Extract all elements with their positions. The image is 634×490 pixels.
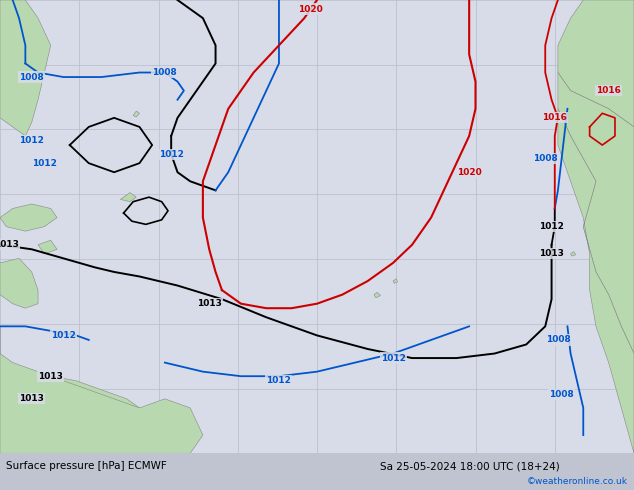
Text: 1012: 1012	[266, 376, 292, 385]
Text: 1013: 1013	[539, 249, 564, 258]
Polygon shape	[558, 73, 634, 354]
Text: 1012: 1012	[539, 222, 564, 231]
Polygon shape	[133, 111, 139, 117]
Text: 1013: 1013	[38, 372, 63, 381]
Text: 1008: 1008	[548, 390, 574, 399]
Text: 1013: 1013	[197, 299, 222, 308]
Text: 1012: 1012	[158, 149, 184, 159]
Polygon shape	[374, 293, 380, 298]
Text: 1008: 1008	[533, 154, 558, 163]
Text: 1013: 1013	[0, 240, 19, 249]
Text: 70W: 70W	[82, 460, 99, 469]
Polygon shape	[0, 354, 203, 453]
Text: 80W: 80W	[0, 460, 9, 469]
Text: ©weatheronline.co.uk: ©weatheronline.co.uk	[527, 477, 628, 486]
Text: 60W: 60W	[172, 460, 190, 469]
Text: 10W: 10W	[625, 460, 634, 469]
Text: 20W: 20W	[535, 460, 552, 469]
Text: 1012: 1012	[19, 136, 44, 145]
Polygon shape	[558, 0, 634, 127]
Text: 40W: 40W	[354, 460, 371, 469]
Text: 1016: 1016	[542, 113, 567, 122]
Text: 1012: 1012	[380, 354, 406, 363]
Text: 1012: 1012	[51, 331, 76, 340]
Text: 1020: 1020	[456, 168, 482, 177]
Text: 1008: 1008	[545, 336, 571, 344]
Text: 1008: 1008	[19, 73, 44, 81]
Polygon shape	[0, 258, 38, 308]
Text: 1013: 1013	[19, 394, 44, 403]
Text: 50W: 50W	[263, 460, 280, 469]
Polygon shape	[38, 240, 57, 254]
Text: Sa 25-05-2024 18:00 UTC (18+24): Sa 25-05-2024 18:00 UTC (18+24)	[380, 462, 560, 471]
Polygon shape	[0, 0, 51, 136]
Polygon shape	[0, 326, 139, 453]
Text: Surface pressure [hPa] ECMWF: Surface pressure [hPa] ECMWF	[6, 462, 167, 471]
Polygon shape	[393, 279, 398, 283]
Polygon shape	[571, 251, 576, 256]
Polygon shape	[558, 109, 634, 453]
Text: 1012: 1012	[32, 159, 57, 168]
Polygon shape	[120, 193, 136, 202]
Text: 1020: 1020	[298, 4, 323, 14]
Text: 1016: 1016	[596, 86, 621, 95]
Text: 30W: 30W	[444, 460, 462, 469]
Polygon shape	[0, 204, 57, 231]
Text: 1008: 1008	[152, 68, 178, 77]
